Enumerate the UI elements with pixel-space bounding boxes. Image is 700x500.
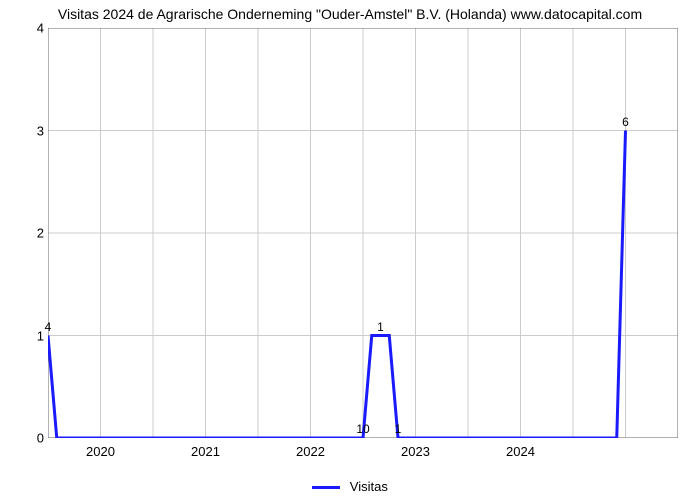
chart-plot [48,28,678,438]
datapoint-label: 10 [356,422,369,436]
x-tick-label: 2023 [401,444,430,459]
y-tick-label: 2 [37,226,44,241]
y-tick-label: 3 [37,123,44,138]
chart-grid [48,28,678,438]
y-tick-label: 0 [37,431,44,446]
x-tick-label: 2021 [191,444,220,459]
datapoint-label: 1 [377,320,384,334]
chart-legend: Visitas [0,479,700,494]
y-tick-label: 4 [37,21,44,36]
datapoint-label: 6 [622,115,629,129]
x-tick-label: 2020 [86,444,115,459]
legend-swatch [312,486,340,489]
chart-title: Visitas 2024 de Agrarische Onderneming "… [0,6,700,22]
chart-series-line [48,131,626,439]
y-tick-label: 1 [37,328,44,343]
x-tick-label: 2024 [506,444,535,459]
datapoint-label: 4 [45,320,52,334]
chart-container: Visitas 2024 de Agrarische Onderneming "… [0,0,700,500]
legend-label: Visitas [350,479,388,494]
datapoint-label: 1 [395,422,402,436]
x-tick-label: 2022 [296,444,325,459]
